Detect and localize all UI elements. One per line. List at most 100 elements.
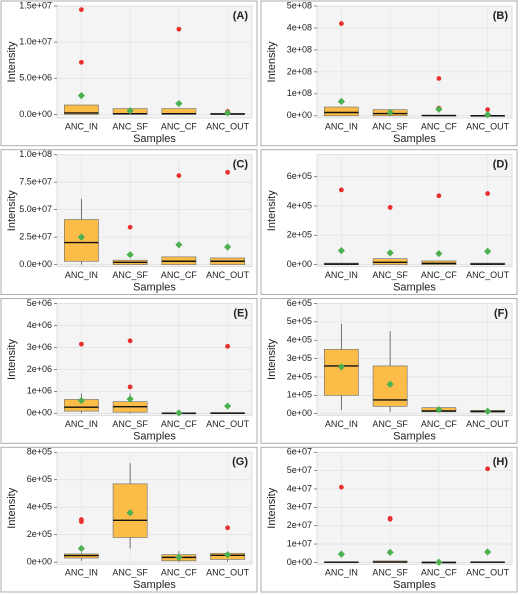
panel-label: (A)	[233, 10, 249, 22]
x-tick-label: ANC_CF	[161, 419, 198, 429]
panel-label: (E)	[233, 307, 248, 319]
panel: 0.0e+00 2.5e+07 5.0e+07 7.5e+07 1.0e+08 ANC_I…	[0, 149, 258, 295]
x-tick-label: ANC_OUT	[466, 121, 510, 131]
x-tick-label: ANC_IN	[65, 121, 98, 131]
mean-marker	[386, 548, 394, 556]
plot-background	[316, 5, 513, 119]
mean-marker	[126, 107, 134, 115]
box	[372, 258, 408, 265]
panel-label: (B)	[493, 10, 509, 22]
plot-background	[316, 451, 513, 565]
mean-marker	[484, 407, 492, 415]
y-tick-label: 1e+05	[287, 390, 312, 400]
y-tick-label: 1e+07	[287, 538, 312, 548]
box	[64, 104, 99, 115]
outlier	[338, 21, 344, 26]
y-tick-label: 8e+05	[27, 447, 52, 457]
y-tick-label: 0.0e+00	[19, 259, 52, 269]
y-tick-label: 6e+05	[27, 474, 52, 484]
x-axis-label: Samples	[393, 430, 436, 442]
panel-label: (C)	[233, 159, 249, 171]
mean-marker	[224, 109, 232, 117]
outlier	[127, 384, 133, 390]
y-tick-label: 2e+05	[287, 230, 312, 240]
outlier	[485, 191, 491, 196]
outlier	[485, 466, 491, 472]
y-axis-label: Intensity	[266, 487, 278, 528]
x-tick-label: ANC_SF	[372, 419, 408, 429]
y-tick-label: 2e+08	[287, 66, 312, 76]
panel: 0.0e+00 5.0e+06 1.0e+07 1.5e+07 ANC_IN ANC_SF…	[0, 0, 258, 147]
outlier	[78, 517, 84, 522]
y-tick-label: 5e+08	[287, 0, 312, 10]
panel-label: (G)	[232, 456, 248, 468]
y-tick-label: 0e+00	[287, 408, 312, 418]
x-tick-label: ANC_SF	[112, 121, 148, 131]
box	[324, 106, 359, 117]
panel-label: (H)	[493, 456, 509, 468]
y-tick-label: 3e+06	[27, 342, 52, 352]
panel: 0e+00 2e+05 4e+05 6e+05 8e+05 ANC_IN ANC_SF ANC…	[0, 447, 258, 593]
panel-label: (D)	[493, 159, 509, 171]
plot-background	[316, 154, 513, 268]
outlier	[387, 515, 393, 521]
y-tick-label: 5e+06	[27, 298, 52, 308]
mean-marker	[337, 550, 345, 558]
x-tick-label: ANC_CF	[421, 419, 458, 429]
y-axis-label: Intensity	[6, 339, 18, 380]
x-tick-label: ANC_SF	[112, 270, 148, 280]
outlier	[225, 525, 231, 531]
panel: 0e+00 2e+05 4e+05 6e+05 ANC_IN ANC_SF ANC_CF AN…	[260, 149, 518, 295]
mean-marker	[77, 544, 85, 553]
mean-marker	[337, 363, 345, 371]
x-tick-label: ANC_SF	[372, 121, 408, 131]
outlier	[225, 169, 231, 175]
mean-marker	[386, 249, 394, 257]
x-tick-label: ANC_SF	[112, 419, 148, 429]
mean-marker	[484, 111, 492, 119]
outlier	[338, 187, 344, 193]
outlier	[387, 205, 393, 210]
y-tick-label: 6e+05	[287, 298, 312, 308]
x-tick-label: ANC_IN	[65, 568, 98, 578]
y-tick-label: 1e+06	[27, 386, 52, 396]
y-axis-label: Intensity	[6, 41, 18, 82]
x-axis-label: Samples	[393, 579, 436, 591]
y-tick-label: 0e+00	[27, 557, 52, 567]
mean-marker	[484, 548, 492, 556]
y-tick-label: 4e+05	[287, 335, 312, 345]
y-tick-label: 7.5e+07	[19, 177, 52, 187]
y-tick-label: 1.0e+07	[19, 37, 52, 47]
y-axis-label: Intensity	[6, 190, 18, 231]
outlier	[78, 59, 84, 65]
x-tick-label: ANC_IN	[65, 419, 98, 429]
y-tick-label: 2e+07	[287, 520, 312, 530]
y-tick-label: 6e+07	[287, 447, 312, 457]
mean-marker	[386, 108, 394, 117]
x-tick-label: ANC_CF	[421, 270, 458, 280]
x-tick-label: ANC_IN	[325, 121, 358, 131]
outlier	[225, 343, 231, 349]
x-tick-label: ANC_IN	[325, 270, 358, 280]
x-tick-label: ANC_OUT	[206, 270, 250, 280]
x-axis-label: Samples	[133, 579, 176, 591]
x-tick-label: ANC_SF	[372, 568, 408, 578]
y-tick-label: 4e+05	[287, 200, 312, 210]
outlier	[176, 173, 182, 179]
mean-marker	[175, 99, 183, 108]
y-tick-label: 4e+07	[287, 483, 312, 493]
outlier	[78, 7, 84, 13]
x-tick-label: ANC_IN	[325, 419, 358, 429]
y-tick-label: 3e+05	[287, 353, 312, 363]
y-tick-label: 2e+06	[27, 364, 52, 374]
x-tick-label: ANC_CF	[161, 568, 198, 578]
y-axis-label: Intensity	[266, 339, 278, 380]
y-tick-label: 0e+00	[287, 557, 312, 567]
x-tick-label: ANC_IN	[65, 270, 98, 280]
y-axis-label: Intensity	[266, 190, 278, 231]
x-axis-label: Samples	[133, 282, 176, 294]
x-tick-label: ANC_CF	[421, 568, 458, 578]
x-tick-label: ANC_OUT	[206, 568, 250, 578]
y-tick-label: 4e+08	[287, 22, 312, 32]
outlier	[485, 107, 491, 113]
